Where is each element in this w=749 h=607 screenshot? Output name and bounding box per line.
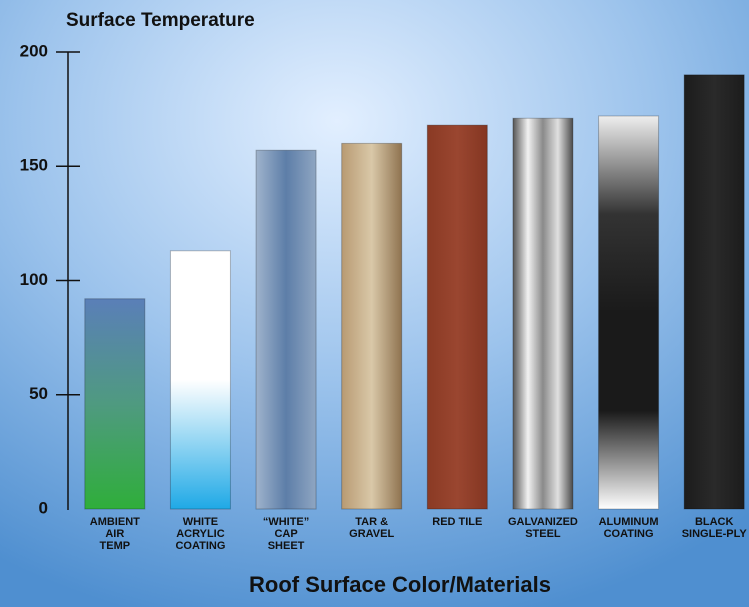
x-tick-label: AMBIENT: [90, 516, 140, 528]
bar: [84, 298, 146, 510]
bar: [341, 142, 403, 510]
x-tick-label: TAR &: [355, 516, 388, 528]
x-tick-label: CAP: [274, 528, 297, 540]
x-axis-label: Roof Surface Color/Materials: [249, 572, 551, 597]
bar: [512, 117, 574, 510]
y-tick-label: 200: [20, 41, 48, 60]
x-tick-label: COATING: [175, 540, 225, 552]
x-tick-label: “WHITE”: [263, 516, 309, 528]
x-tick-label: SHEET: [268, 540, 305, 552]
x-tick-label: GRAVEL: [349, 528, 394, 540]
bar: [598, 115, 660, 510]
y-tick-label: 150: [20, 156, 48, 175]
x-tick-label: SINGLE-PLY: [682, 528, 748, 540]
x-tick-label: ALUMINUM: [599, 516, 659, 528]
chart-title: Surface Temperature: [66, 10, 255, 31]
x-tick-label: TEMP: [100, 540, 131, 552]
x-tick-label: BLACK: [695, 516, 734, 528]
bar: [426, 124, 488, 510]
x-tick-label: COATING: [604, 528, 654, 540]
x-tick-label: AIR: [105, 528, 124, 540]
x-tick-label: ACRYLIC: [176, 528, 225, 540]
x-tick-label: STEEL: [525, 528, 561, 540]
bar: [169, 250, 231, 510]
y-tick-label: 50: [29, 384, 48, 403]
x-tick-label: RED TILE: [432, 516, 482, 528]
y-tick-label: 100: [20, 270, 48, 289]
x-tick-label: GALVANIZED: [508, 516, 578, 528]
x-tick-label: WHITE: [183, 516, 218, 528]
y-tick-label: 0: [39, 498, 48, 517]
bar: [683, 74, 745, 510]
bar: [255, 149, 317, 510]
